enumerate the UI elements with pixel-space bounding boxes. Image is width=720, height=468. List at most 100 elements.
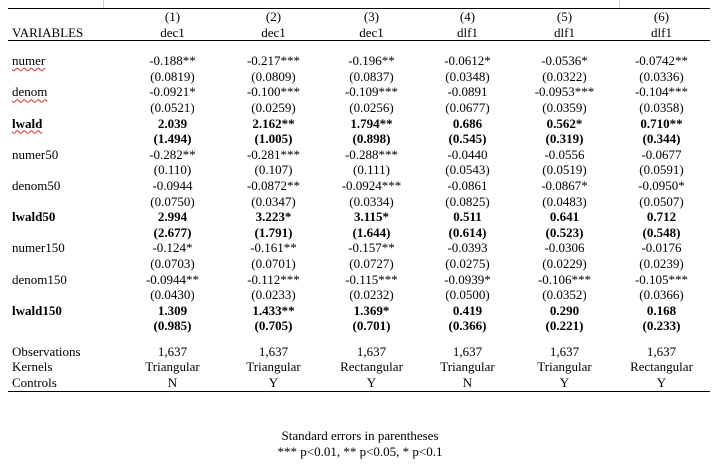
stat-cell: Triangular [145, 359, 200, 375]
se-cell: (0.0483) [542, 193, 587, 209]
coef-cell: 0.710** [640, 115, 683, 131]
se-cell: (2.677) [153, 224, 192, 240]
se-row-denom150: (0.0430) (0.0233) (0.0232) (0.0500) (0.0… [8, 287, 710, 303]
col-number: (2) [223, 7, 324, 25]
dep-var-label: dec1 [122, 24, 223, 42]
se-cell: (0.985) [153, 318, 192, 334]
se-cell: (0.0336) [639, 68, 684, 84]
coef-cell: -0.0612* [444, 53, 491, 69]
se-cell: (0.0430) [150, 287, 195, 303]
coef-cell: -0.0306 [544, 240, 585, 256]
col-number: (5) [516, 7, 613, 25]
coef-cell: 0.712 [646, 209, 677, 225]
se-row-denom50: (0.0750) (0.0347) (0.0334) (0.0825) (0.0… [8, 194, 710, 210]
coef-cell: -0.109*** [344, 84, 399, 100]
col-number: (4) [419, 7, 516, 25]
variable-name: numer50 [12, 146, 59, 162]
se-cell: (0.0359) [542, 99, 587, 115]
se-cell: (0.0543) [445, 162, 490, 178]
stat-cell: Y [223, 375, 324, 392]
column-separator [619, 0, 620, 8]
stat-cell: 1,637 [356, 343, 387, 359]
stat-cell: 1,637 [646, 343, 677, 359]
se-cell: (0.0275) [445, 255, 490, 271]
dep-var-label: dlf1 [613, 24, 710, 42]
se-row-lwald150: (0.985) (0.705) (0.701) (0.366) (0.221) … [8, 318, 710, 334]
se-cell: (0.0519) [542, 162, 587, 178]
se-cell: (0.0837) [349, 68, 394, 84]
coef-row-denom: denom -0.0921* -0.100*** -0.109*** -0.08… [8, 84, 710, 100]
se-cell: (0.0809) [251, 68, 296, 84]
se-cell: (0.0256) [349, 99, 394, 115]
se-cell: (0.548) [642, 224, 681, 240]
coef-cell: -0.0867* [541, 177, 588, 193]
coef-cell: -0.288*** [344, 146, 399, 162]
coef-cell: -0.0176 [641, 240, 682, 256]
stat-cell: Rectangular [630, 359, 693, 375]
table-notes: Standard errors in parentheses *** p<0.0… [0, 428, 720, 459]
se-cell: (0.0322) [542, 68, 587, 84]
coef-cell: -0.0921* [149, 84, 196, 100]
stat-cell: N [419, 375, 516, 392]
coef-row-denom150: denom150 -0.0944** -0.112*** -0.115*** -… [8, 272, 710, 288]
se-cell: (0.545) [448, 131, 487, 147]
coef-cell: -0.217*** [246, 53, 301, 69]
coef-cell: 3.223* [255, 209, 292, 225]
notes-significance: *** p<0.01, ** p<0.05, * p<0.1 [277, 443, 443, 459]
dep-var-label: dlf1 [419, 24, 516, 42]
se-cell: (0.0825) [445, 193, 490, 209]
col-number: (6) [613, 7, 710, 25]
stat-cell: 1,637 [452, 343, 483, 359]
coef-cell: 0.641 [549, 209, 580, 225]
coef-cell: -0.100*** [246, 84, 301, 100]
row-label: Controls [8, 375, 122, 392]
stat-cell: 1,637 [549, 343, 580, 359]
coef-cell: -0.0939* [444, 271, 491, 287]
stat-cell: Y [324, 375, 419, 392]
se-row-numer50: (0.110) (0.107) (0.111) (0.0543) (0.0519… [8, 162, 710, 178]
se-cell: (0.0727) [349, 255, 394, 271]
coef-row-lwald150: lwald150 1.309 1.433** 1.369* 0.419 0.29… [8, 303, 710, 319]
variable-name: denom150 [12, 271, 67, 287]
coef-cell: -0.196** [348, 53, 395, 69]
coef-cell: 1.369* [353, 302, 390, 318]
se-cell: (0.701) [352, 318, 391, 334]
dependent-variable-row: VARIABLES dec1 dec1 dec1 dlf1 dlf1 dlf1 [8, 24, 710, 42]
coef-cell: 0.168 [646, 302, 677, 318]
column-number-row: (1) (2) (3) (4) (5) (6) [8, 7, 710, 25]
se-cell: (0.344) [642, 131, 681, 147]
coef-cell: 1.433** [252, 302, 295, 318]
coef-cell: 0.686 [452, 115, 483, 131]
coef-cell: -0.0861 [447, 177, 488, 193]
coef-cell: -0.0891 [447, 84, 488, 100]
regression-table: (1) (2) (3) (4) (5) (6) VARIABLES dec1 d… [8, 7, 710, 392]
column-separator [103, 0, 104, 8]
variable-name: numer150 [12, 240, 65, 256]
se-cell: (0.0334) [349, 193, 394, 209]
stat-cell: Triangular [537, 359, 592, 375]
se-cell: (0.0507) [639, 193, 684, 209]
se-row-denom: (0.0521) (0.0259) (0.0256) (0.0677) (0.0… [8, 100, 710, 116]
coef-cell: 2.994 [157, 209, 188, 225]
coef-cell: -0.0440 [447, 146, 488, 162]
se-cell: (0.898) [352, 131, 391, 147]
se-cell: (0.0358) [639, 99, 684, 115]
coef-cell: -0.0742** [634, 53, 689, 69]
coef-cell: -0.161** [250, 240, 297, 256]
coef-cell: 2.039 [157, 115, 188, 131]
variable-name: numer [12, 53, 46, 69]
se-cell: (0.0366) [639, 287, 684, 303]
coef-cell: -0.188** [149, 53, 196, 69]
dep-var-label: dlf1 [516, 24, 613, 42]
coef-cell: -0.0950* [638, 177, 685, 193]
se-cell: (0.0352) [542, 287, 587, 303]
coef-cell: -0.0536* [541, 53, 588, 69]
coef-cell: -0.104*** [634, 84, 689, 100]
se-cell: (1.005) [254, 131, 293, 147]
coef-row-lwald50: lwald50 2.994 3.223* 3.115* 0.511 0.641 … [8, 209, 710, 225]
coef-cell: -0.105*** [634, 271, 689, 287]
coef-cell: -0.281*** [246, 146, 301, 162]
se-cell: (0.0233) [251, 287, 296, 303]
coef-cell: 0.290 [549, 302, 580, 318]
se-cell: (0.0701) [251, 255, 296, 271]
